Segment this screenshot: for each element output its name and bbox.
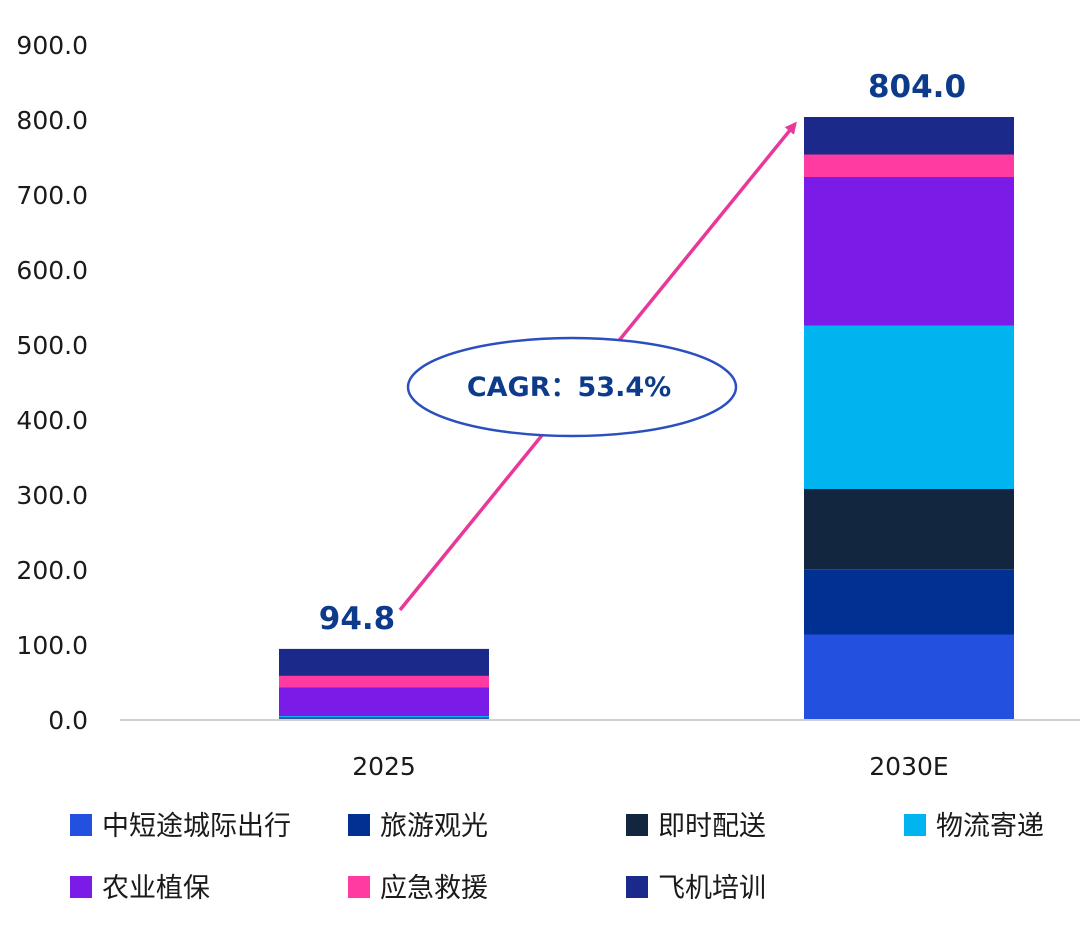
legend-swatch — [348, 876, 370, 898]
legend-label: 中短途城际出行 — [102, 811, 291, 842]
y-axis-ticks: 0.0 100.0 200.0 300.0 400.0 500.0 600.0 700.0 80… — [16, 31, 88, 735]
bar-segment-2030E-6 — [804, 154, 1014, 177]
legend-swatch — [348, 814, 370, 836]
bar-segment-2025-3 — [279, 717, 489, 719]
y-tick-label: 300.0 — [16, 481, 88, 510]
bar-total-label: 804.0 — [868, 69, 966, 105]
y-tick-label: 900.0 — [16, 31, 88, 60]
bar-segment-2030E-4 — [804, 325, 1014, 489]
legend-label: 飞机培训 — [658, 873, 766, 904]
legend-swatch — [626, 814, 648, 836]
bar-segment-2030E-7 — [804, 117, 1014, 155]
total-labels: 94.8 804.0 — [319, 69, 966, 637]
cagr-label: CAGR：53.4% — [467, 372, 671, 403]
bar-segment-2030E-2 — [804, 569, 1014, 635]
legend-swatch — [70, 814, 92, 836]
bar-segment-2025-7 — [279, 648, 489, 676]
bar-segments — [279, 117, 1014, 720]
y-tick-label: 600.0 — [16, 256, 88, 285]
y-tick-label: 800.0 — [16, 106, 88, 135]
y-tick-label: 100.0 — [16, 631, 88, 660]
legend-label: 农业植保 — [102, 873, 210, 904]
legend-label: 物流寄递 — [936, 811, 1044, 842]
bar-segment-2030E-5 — [804, 177, 1014, 326]
y-tick-label: 200.0 — [16, 556, 88, 585]
y-tick-label: 0.0 — [48, 706, 88, 735]
legend-label: 即时配送 — [658, 811, 766, 842]
bar-segment-2025-5 — [279, 687, 489, 717]
legend-label: 旅游观光 — [380, 811, 488, 842]
category-labels: 2025 2030E — [352, 752, 949, 781]
bar-total-label: 94.8 — [319, 601, 396, 637]
legend-label: 应急救援 — [380, 873, 488, 904]
legend-swatch — [70, 876, 92, 898]
y-tick-label: 400.0 — [16, 406, 88, 435]
legend-swatch — [904, 814, 926, 836]
y-tick-label: 700.0 — [16, 181, 88, 210]
bar-segment-2030E-3 — [804, 489, 1014, 570]
legend-swatch — [626, 876, 648, 898]
bar-segment-2025-2 — [279, 718, 489, 719]
bar-segment-2025-6 — [279, 675, 489, 688]
y-tick-label: 500.0 — [16, 331, 88, 360]
bar-segment-2030E-1 — [804, 634, 1014, 720]
x-category-label: 2025 — [352, 752, 416, 781]
bar-segment-2025-4 — [279, 716, 489, 718]
x-category-label: 2030E — [869, 752, 948, 781]
cagr-ellipse — [406, 336, 738, 438]
